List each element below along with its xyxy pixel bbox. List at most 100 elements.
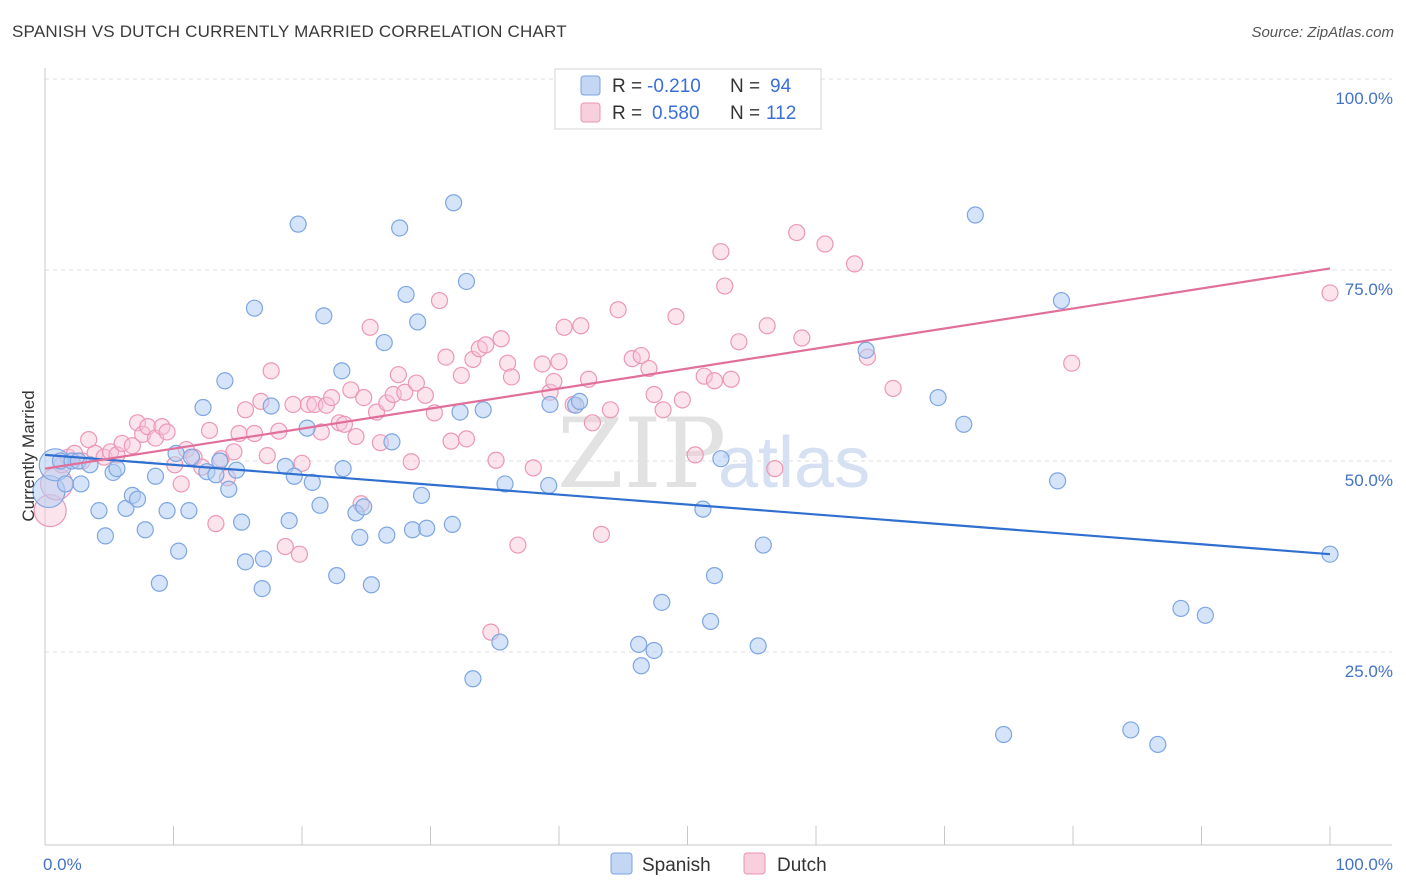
- spanish-point-55: [397, 285, 415, 304]
- series-legend: Spanish Dutch: [610, 852, 827, 876]
- spanish-point-78: [705, 566, 724, 585]
- spanish-point-89: [1122, 721, 1140, 739]
- spanish-point-73: [632, 657, 650, 675]
- dutch-point-107: [816, 235, 834, 253]
- spanish-point-38: [285, 467, 303, 485]
- spanish-point-62: [451, 403, 469, 421]
- source-label: Source: ZipAtlas.com: [1251, 24, 1394, 41]
- dutch-point-62: [430, 291, 449, 310]
- dutch-r-value: 0.580: [652, 103, 700, 124]
- dutch-point-96: [686, 446, 704, 464]
- dutch-point-33: [258, 447, 276, 465]
- spanish-point-23: [194, 398, 212, 417]
- dutch-point-50: [355, 388, 373, 407]
- spanish-point-43: [315, 307, 333, 325]
- spanish-point-64: [464, 670, 482, 688]
- spanish-r-value: -0.210: [647, 76, 701, 97]
- dutch-point-77: [533, 355, 551, 373]
- spanish-trend-line: [44, 453, 1331, 556]
- spanish-point-18: [158, 502, 176, 520]
- stats-legend: R = -0.210 N = 94 R = 0.580 N = 112: [554, 68, 822, 130]
- dutch-point-28: [225, 443, 243, 461]
- dutch-point-111: [1063, 354, 1081, 372]
- dutch-point-46: [335, 415, 354, 433]
- dutch-point-95: [673, 391, 691, 409]
- dutch-point-63: [437, 348, 455, 366]
- spanish-point-86: [995, 725, 1013, 744]
- spanish-point-34: [254, 550, 273, 568]
- dutch-point-108: [845, 255, 864, 273]
- dutch-point-85: [583, 414, 602, 432]
- spanish-point-32: [245, 299, 264, 317]
- spanish-point-27: [216, 372, 234, 390]
- spanish-point-65: [474, 401, 492, 419]
- dutch-point-79: [545, 372, 563, 391]
- legend-dutch-label: Dutch: [777, 855, 827, 876]
- spanish-point-11: [108, 460, 126, 478]
- dutch-point-93: [654, 401, 672, 419]
- spanish-point-91: [1172, 599, 1190, 618]
- watermark: ZIP atlas: [557, 398, 870, 510]
- spanish-point-81: [754, 536, 772, 554]
- dutch-point-51: [361, 318, 379, 336]
- dutch-point-99: [712, 243, 730, 261]
- spanish-point-67: [496, 475, 514, 493]
- dutch-point-39: [293, 454, 311, 472]
- spanish-point-52: [378, 526, 396, 544]
- spanish-point-15: [136, 521, 154, 539]
- spanish-legend-swatch: [580, 75, 601, 96]
- dutch-point-69: [477, 336, 495, 354]
- dutch-point-83: [572, 317, 590, 335]
- spanish-point-75: [653, 593, 671, 611]
- dutch-point-25: [207, 515, 225, 533]
- spanish-point-8: [90, 502, 108, 520]
- y-tick-label-75: 75.0%: [1345, 280, 1393, 299]
- dutch-point-81: [555, 318, 573, 336]
- dutch-point-60: [416, 386, 434, 404]
- spanish-point-14: [128, 490, 147, 508]
- spanish-point-31: [236, 553, 255, 571]
- y-axis-title: Currently Married: [19, 390, 38, 521]
- y-tick-label-25: 25.0%: [1345, 662, 1393, 681]
- dutch-point-56: [389, 366, 407, 384]
- y-tick-label-100: 100.0%: [1335, 89, 1393, 108]
- x-tick-labels: 0.0% 100.0%: [43, 855, 1393, 874]
- dutch-point-100: [716, 277, 734, 295]
- spanish-point-41: [303, 473, 321, 491]
- spanish-point-51: [375, 333, 393, 352]
- spanish-point-20: [170, 542, 188, 560]
- spanish-point-85: [966, 206, 984, 224]
- dutch-point-90: [632, 346, 650, 365]
- spanish-point-60: [443, 515, 461, 534]
- spanish-point-58: [412, 486, 431, 504]
- spanish-point-68: [540, 476, 558, 495]
- spanish-points: [32, 194, 1339, 754]
- dutch-point-104: [766, 460, 784, 478]
- dutch-point-94: [667, 308, 685, 326]
- spanish-point-48: [351, 528, 369, 547]
- x-tick-label-max: 100.0%: [1335, 855, 1393, 874]
- dutch-n-label: N =: [730, 103, 760, 124]
- spanish-point-26: [211, 452, 229, 470]
- dutch-point-58: [402, 453, 420, 471]
- spanish-point-3: [56, 475, 75, 493]
- spanish-point-71: [570, 392, 589, 411]
- spanish-point-84: [955, 415, 973, 433]
- spanish-n-label: N =: [730, 76, 760, 97]
- dutch-point-38: [290, 545, 309, 563]
- spanish-point-30: [233, 513, 251, 531]
- dutch-point-89: [623, 350, 641, 368]
- spanish-point-63: [457, 272, 476, 291]
- spanish-point-42: [311, 496, 329, 514]
- spanish-point-39: [289, 215, 307, 233]
- spanish-point-74: [645, 641, 663, 660]
- spanish-point-92: [1196, 606, 1214, 624]
- spanish-point-35: [262, 397, 280, 415]
- dutch-point-31: [245, 424, 264, 443]
- dutch-point-18: [158, 423, 176, 441]
- dutch-point-106: [793, 329, 811, 347]
- grid: [45, 78, 1392, 653]
- dutch-point-66: [457, 430, 476, 448]
- spanish-point-59: [418, 519, 436, 537]
